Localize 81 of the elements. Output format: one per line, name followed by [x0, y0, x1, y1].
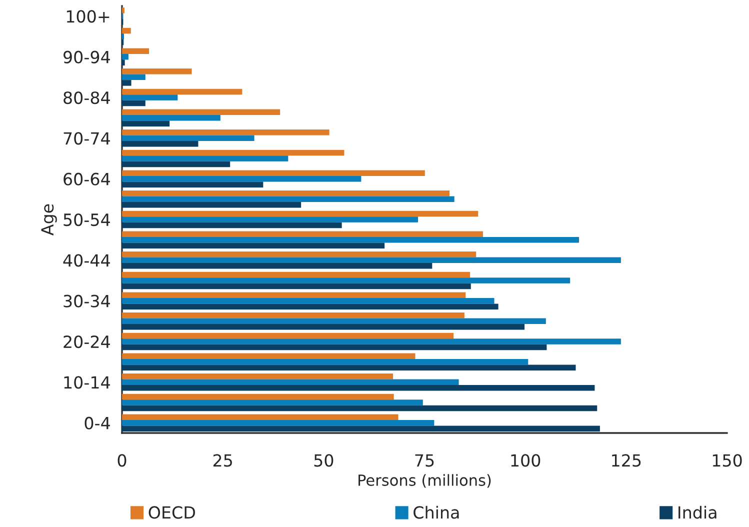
bar: [122, 88, 242, 95]
y-tick-label: 50-54: [64, 213, 110, 226]
x-axis-title: Persons (millions): [358, 474, 491, 488]
bar: [122, 196, 454, 202]
bar: [122, 80, 132, 86]
bar: [122, 74, 146, 80]
bar: [122, 394, 394, 400]
x-tick-label: 150: [712, 454, 742, 467]
x-tick-label: 75: [415, 454, 434, 467]
y-tick-label: 0-4: [84, 416, 110, 430]
y-tick-label: 30-34: [64, 294, 110, 308]
y-tick-label: 20-24: [64, 335, 110, 348]
legend-label: OECD: [148, 506, 195, 519]
bar: [122, 176, 362, 182]
bar: [122, 242, 385, 248]
bar: [122, 231, 483, 237]
bar: [122, 216, 418, 222]
bar: [122, 400, 423, 406]
bar: [122, 364, 576, 370]
bar: [122, 414, 398, 420]
x-tick-label: 25: [213, 454, 232, 467]
bar: [122, 60, 125, 66]
bar: [122, 141, 198, 147]
bar: [122, 304, 498, 310]
y-tick-label: 80-84: [64, 91, 110, 104]
bar: [122, 283, 471, 290]
bar: [122, 48, 150, 54]
x-tick-label: 100: [511, 454, 540, 467]
y-tick-label: 10-14: [64, 376, 110, 389]
y-axis-title: Age: [41, 204, 57, 236]
bar: [122, 236, 579, 243]
bar: [122, 170, 425, 176]
bar: [122, 353, 416, 359]
bar: [122, 426, 600, 432]
bar: [122, 156, 288, 162]
bar: [122, 298, 494, 304]
x-tick-label: 125: [612, 454, 641, 467]
bar: [122, 312, 464, 318]
bar: [122, 374, 394, 380]
bar: [122, 324, 525, 330]
bar: [122, 292, 466, 298]
bar: [122, 54, 128, 60]
bar: [122, 318, 546, 324]
bar: [122, 150, 344, 156]
legend-label: India: [678, 506, 716, 519]
bar: [122, 94, 178, 100]
x-tick-label: 0: [118, 454, 126, 467]
x-tick-label: 50: [314, 454, 334, 467]
bar: [122, 130, 330, 136]
bar: [122, 272, 470, 278]
y-tick-label: 100+: [66, 10, 110, 23]
y-tick-label: 90-94: [64, 50, 110, 64]
bar: [122, 332, 454, 339]
bar: [122, 358, 528, 365]
bar: [122, 252, 476, 258]
bar: [122, 120, 170, 126]
y-tick-label: 60-64: [64, 172, 110, 186]
y-tick-label: 70-74: [64, 132, 110, 145]
bar: [122, 405, 598, 412]
bar: [122, 161, 230, 168]
y-tick-label: 40-44: [63, 254, 110, 267]
bar: [122, 135, 254, 142]
bar: [122, 109, 280, 115]
legend-label: China: [414, 506, 459, 519]
bar: [122, 222, 342, 228]
bar: [122, 114, 220, 121]
bar: [122, 257, 621, 264]
bar: [122, 278, 570, 284]
bar: [122, 379, 459, 386]
bar: [122, 68, 192, 74]
bar: [122, 190, 450, 196]
bar: [122, 385, 595, 391]
bar: [122, 210, 478, 217]
bar: [122, 263, 432, 269]
bar: [122, 338, 621, 344]
bar: [122, 182, 264, 188]
bar: [122, 28, 131, 34]
bar: [122, 100, 146, 106]
bar: [122, 344, 547, 350]
bar: [122, 420, 434, 426]
bar: [122, 202, 302, 208]
